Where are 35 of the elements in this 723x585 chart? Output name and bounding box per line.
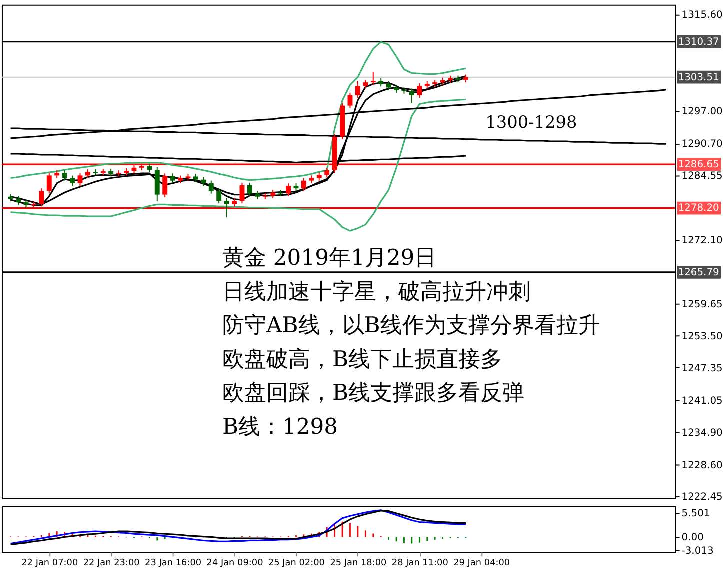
ref-line-label: 1303.51 xyxy=(678,72,720,84)
y-tick-label: 0.00 xyxy=(682,532,704,544)
y-tick-label: 1259.65 xyxy=(682,300,723,311)
x-tick-label: 22 Jan 23:00 xyxy=(83,558,140,569)
y-tick-label: 5.501 xyxy=(682,508,710,520)
y-tick-label: 1315.60 xyxy=(682,10,723,22)
x-tick-label: 22 Jan 07:00 xyxy=(22,558,78,569)
annotation: 1300-1298 xyxy=(486,112,578,132)
y-tick-label: 1247.35 xyxy=(682,363,723,374)
annotation: 黄金 2019年1月29日 xyxy=(222,246,437,272)
x-tick-label: 23 Jan 16:00 xyxy=(145,558,202,569)
ref-line-label: 1286.65 xyxy=(678,160,720,171)
ref-line-label: 1265.79 xyxy=(678,267,720,278)
x-tick-label: 28 Jan 11:00 xyxy=(392,558,449,569)
ref-line-label: 1278.20 xyxy=(678,203,720,214)
y-tick-label: 1297.00 xyxy=(682,106,723,118)
annotation: 日线加速十字星，破高拉升冲刺 xyxy=(222,280,530,305)
x-tick-label: 24 Jan 09:00 xyxy=(206,558,264,569)
x-tick-label: 25 Jan 02:00 xyxy=(268,558,326,569)
y-tick-label: 1284.55 xyxy=(682,170,723,182)
x-tick-label: 25 Jan 18:00 xyxy=(330,558,388,569)
annotation: B线：1298 xyxy=(222,414,338,440)
annotation: 欧盘破高，B线下止损直接多 xyxy=(222,347,503,372)
y-tick-label: 1290.70 xyxy=(682,139,723,150)
y-tick-label: 1234.90 xyxy=(682,428,723,439)
annotation: 防守AB线，以B线作为支撑分界看拉升 xyxy=(222,314,600,339)
annotation: 欧盘回踩，B线支撑跟多看反弹 xyxy=(222,381,525,406)
y-tick-label: 1272.10 xyxy=(682,235,723,246)
y-tick-label: 1241.05 xyxy=(682,396,723,407)
y-tick-label: 1253.50 xyxy=(682,332,723,343)
ref-line-label: 1310.37 xyxy=(678,36,720,48)
y-tick-label: 1222.45 xyxy=(682,492,723,504)
y-tick-label: -3.013 xyxy=(682,546,714,557)
y-tick-label: 1228.60 xyxy=(682,460,723,472)
x-tick-label: 29 Jan 04:00 xyxy=(454,558,510,569)
